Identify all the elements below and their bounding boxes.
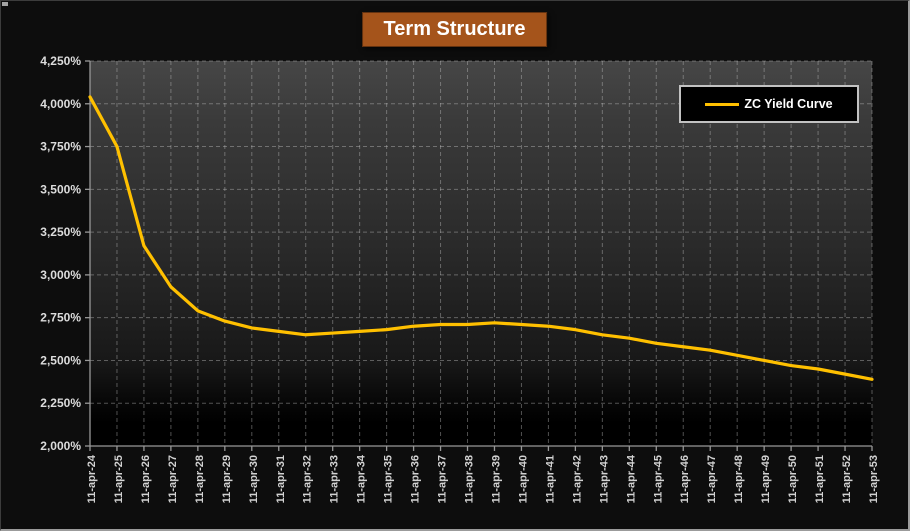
corner-artifact (2, 2, 8, 6)
x-axis-tick-label: 11-apr-37 (437, 455, 449, 503)
legend-label: ZC Yield Curve (744, 97, 833, 111)
x-axis-tick-label: 11-apr-39 (490, 455, 502, 503)
x-axis-tick-label: 11-apr-24 (86, 454, 98, 503)
x-axis-tick-label: 11-apr-47 (706, 455, 718, 503)
x-axis-tick-label: 11-apr-43 (598, 455, 610, 503)
x-axis-tick-label: 11-apr-36 (410, 455, 422, 503)
x-axis-tick-label: 11-apr-34 (356, 454, 368, 503)
y-axis-tick-label: 2,500% (40, 353, 81, 367)
y-axis-tick-label: 3,500% (40, 182, 81, 196)
x-axis-tick-label: 11-apr-26 (140, 455, 152, 503)
x-axis-tick-label: 11-apr-46 (679, 455, 691, 503)
x-axis-tick-label: 11-apr-41 (544, 455, 556, 503)
y-axis-tick-label: 4,000% (40, 97, 81, 111)
x-axis-tick-label: 11-apr-42 (571, 455, 583, 503)
y-axis-tick-label: 2,000% (40, 439, 81, 453)
x-axis-tick-label: 11-apr-33 (329, 455, 341, 503)
chart-title-text: Term Structure (383, 18, 526, 40)
x-axis-tick-label: 11-apr-25 (113, 455, 125, 503)
y-axis-tick-label: 3,000% (40, 268, 81, 282)
legend: ZC Yield Curve (679, 85, 859, 123)
x-axis-tick-label: 11-apr-51 (814, 455, 826, 503)
x-axis-tick-label: 11-apr-52 (841, 455, 853, 503)
gridlines (90, 60, 873, 446)
x-axis-tick-label: 11-apr-40 (517, 455, 529, 503)
plot-area (90, 61, 872, 446)
x-axis-tick-label: 11-apr-48 (733, 455, 745, 503)
y-axis-tick-label: 2,250% (40, 396, 81, 410)
y-axis-tick-label: 4,250% (40, 54, 81, 68)
x-axis-tick-label: 11-apr-53 (868, 455, 880, 503)
x-axis-tick-label: 11-apr-30 (248, 455, 260, 503)
x-axis-tick-label: 11-apr-29 (221, 455, 233, 503)
x-axis-tick-label: 11-apr-50 (787, 455, 799, 503)
x-axis-tick-label: 11-apr-32 (302, 455, 314, 503)
x-axis-tick-label: 11-apr-49 (760, 455, 772, 503)
legend-line-sample (705, 102, 740, 106)
y-axis-tick-label: 3,250% (40, 225, 81, 239)
x-axis-tick-label: 11-apr-27 (167, 455, 179, 503)
y-axis-tick-label: 3,750% (40, 140, 81, 154)
chart-title: Term Structure (361, 12, 548, 47)
zc-yield-curve-line (88, 95, 874, 381)
x-axis-tick-label: 11-apr-35 (383, 455, 395, 503)
y-axis-tick-label: 2,750% (40, 311, 81, 325)
x-axis-tick-label: 11-apr-28 (194, 455, 206, 503)
x-axis-tick-label: 11-apr-45 (652, 455, 664, 503)
x-axis-tick-label: 11-apr-44 (625, 454, 637, 503)
x-axis-tick-label: 11-apr-38 (464, 455, 476, 503)
x-axis-tick-label: 11-apr-31 (275, 455, 287, 503)
